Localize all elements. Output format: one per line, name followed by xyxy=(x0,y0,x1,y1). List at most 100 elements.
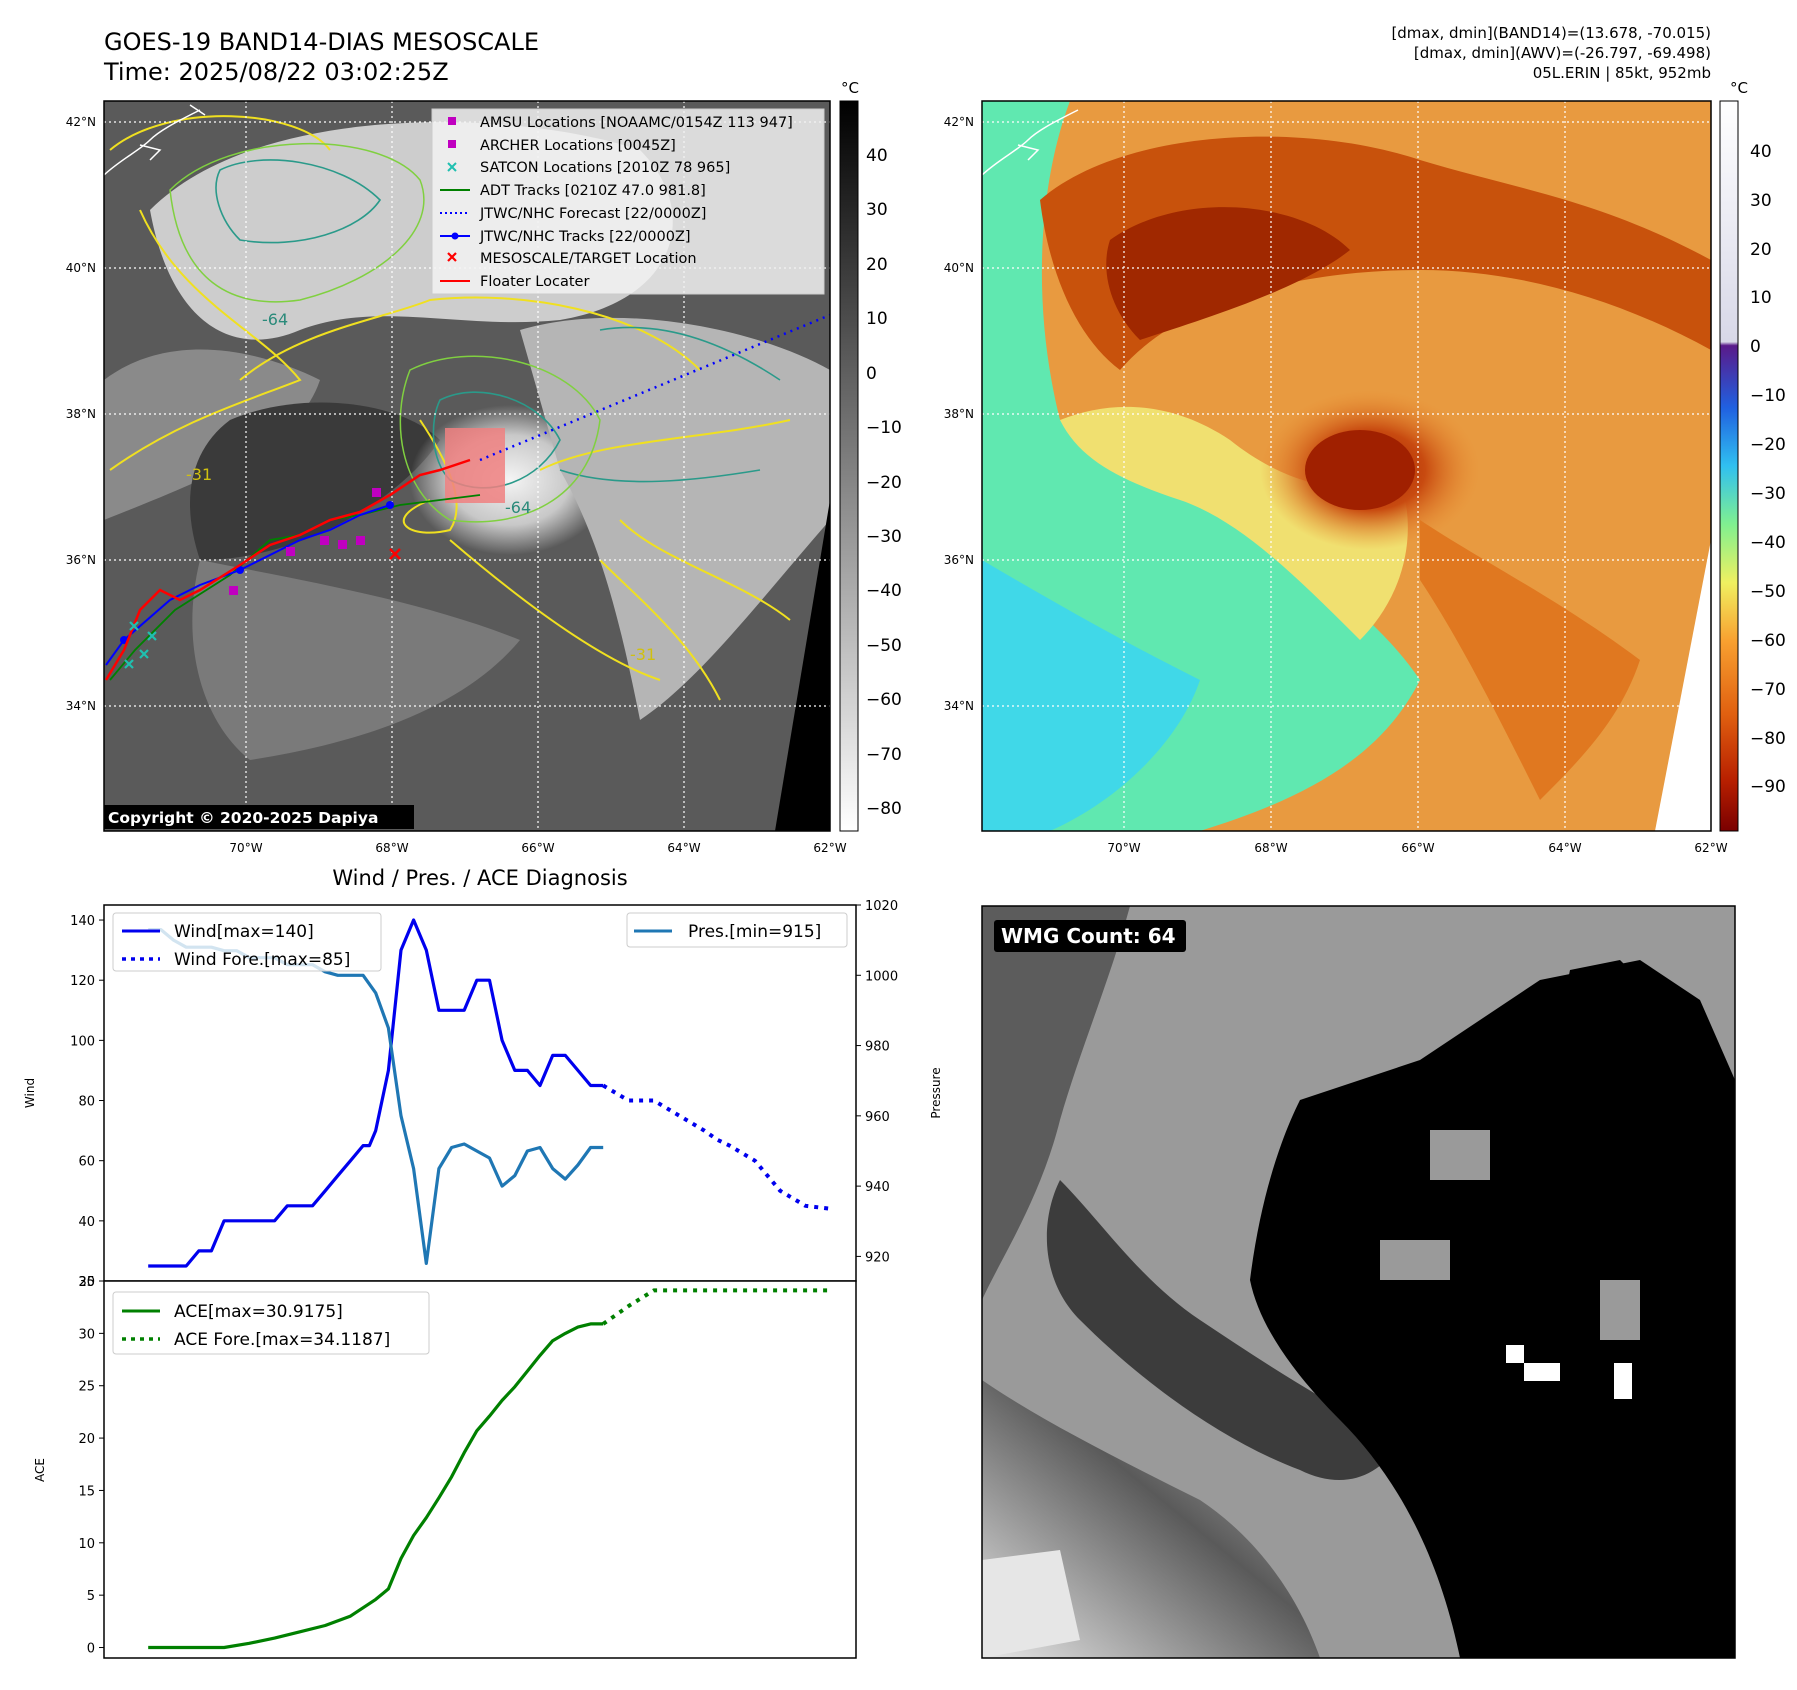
awv-colorbar-tick: 10 xyxy=(1750,288,1772,308)
wmg-gray-block xyxy=(1600,1280,1640,1340)
ir-contour-teal xyxy=(215,159,781,489)
awv-very-dry xyxy=(1106,207,1350,340)
lat-label: 36°N xyxy=(66,553,96,567)
wmg-white-pixel xyxy=(1614,1363,1632,1399)
awv-colorbar-tick: 20 xyxy=(1750,240,1772,260)
floater-locater xyxy=(104,458,471,681)
legend-pressure: Pres.[min=915] xyxy=(688,922,821,942)
awv-no-data xyxy=(1655,540,1711,831)
legend-ace-forecast: ACE Fore.[max=34.1187] xyxy=(174,1330,390,1350)
awv-colorbar-tick: 30 xyxy=(1750,191,1772,211)
legend-ace: ACE[max=30.9175] xyxy=(174,1302,343,1322)
ace-tick-label: 0 xyxy=(87,1642,95,1657)
wind-axis-ticks: 20 40 60 80 100 120 140 xyxy=(70,914,104,1290)
ace-tick-label: 15 xyxy=(78,1484,95,1499)
contour-label: -64 xyxy=(262,310,288,329)
awv-colorbar-unit: °C xyxy=(1730,79,1748,97)
wmg-gray-block xyxy=(1380,1240,1450,1280)
info-awv: [dmax, dmin](AWV)=(-26.797, -69.498) xyxy=(1414,44,1711,62)
lat-label: 34°N xyxy=(66,699,96,713)
coastline xyxy=(104,104,206,176)
ace-tick-label: 5 xyxy=(87,1589,95,1604)
awv-colorbar-tick: −10 xyxy=(1750,386,1786,406)
lon-label: 66°W xyxy=(1401,841,1434,855)
ir-colorbar-tick: 10 xyxy=(866,309,888,329)
awv-colorbar-tick: −60 xyxy=(1750,631,1786,651)
ir-contour-green xyxy=(169,143,601,523)
lat-label: 40°N xyxy=(944,261,974,275)
awv-lon-labels: 70°W 68°W 66°W 64°W 62°W xyxy=(1107,841,1727,855)
wmg-dark-band xyxy=(1046,1180,1400,1480)
wind-legend: Wind[max=140] Wind Fore.[max=85] xyxy=(112,912,382,972)
ir-lon-labels: 70°W 68°W 66°W 64°W 62°W xyxy=(229,841,846,855)
wmg-black-eye-region xyxy=(1250,960,1735,1658)
ir-contour-yellow xyxy=(109,115,791,701)
ace-tick-label: 10 xyxy=(78,1537,95,1552)
wmg-light-corner xyxy=(982,1550,1080,1658)
wind-tick-label: 20 xyxy=(78,1275,95,1290)
amsu-markers xyxy=(229,488,381,595)
awv-colorbar-tick: −30 xyxy=(1750,484,1786,504)
contour-label: -64 xyxy=(505,498,531,517)
ir-colorbar-ticks: 40 30 20 10 0 −10 −20 −30 −40 −50 −60 −7… xyxy=(866,146,902,819)
ir-colorbar-tick: −50 xyxy=(866,636,902,656)
pressure-tick-label: 1000 xyxy=(865,969,898,984)
ace-legend: ACE[max=30.9175] ACE Fore.[max=34.1187] xyxy=(112,1291,430,1355)
ir-legend: AMSU Locations [NOAAMC/0154Z 113 947] AR… xyxy=(431,108,825,295)
ace-chart-series-1 xyxy=(602,1288,831,1326)
legend-label-mesoscale: MESOSCALE/TARGET Location xyxy=(480,251,697,267)
lon-label: 62°W xyxy=(1694,841,1727,855)
ace-tick-label: 35 xyxy=(78,1275,95,1290)
jtwc-track xyxy=(105,504,391,666)
ir-no-data xyxy=(775,500,830,831)
wmg-white-pixel xyxy=(1524,1363,1560,1381)
wmg-frame xyxy=(981,905,1736,1659)
awv-colorbar-tick: −20 xyxy=(1750,435,1786,455)
wind-tick-label: 100 xyxy=(70,1034,95,1049)
lon-label: 64°W xyxy=(1548,841,1581,855)
awv-south-band xyxy=(1420,520,1640,800)
ace-tick-label: 25 xyxy=(78,1380,95,1395)
info-band14: [dmax, dmin](BAND14)=(13.678, -70.015) xyxy=(1391,24,1711,42)
lon-label: 66°W xyxy=(521,841,554,855)
awv-colorbar-tick: 40 xyxy=(1750,142,1772,162)
awv-colorbar xyxy=(1719,100,1739,832)
ir-colorbar-tick: −80 xyxy=(866,799,902,819)
ir-colorbar-unit: °C xyxy=(841,79,859,97)
legend-label-adt: ADT Tracks [0210Z 47.0 981.8] xyxy=(480,183,706,199)
ir-colorbar-tick: −10 xyxy=(866,418,902,438)
wind-chart-series-1 xyxy=(602,1083,831,1211)
ir-map-frame xyxy=(103,100,831,832)
lon-label: 64°W xyxy=(667,841,700,855)
awv-map-panel: °C 40 30 20 10 0 −10 −20 −30 −40 −50 −60… xyxy=(944,79,1786,855)
awv-colorbar-tick: −80 xyxy=(1750,729,1786,749)
wmg-panel: WMG Count: 64 xyxy=(981,905,1736,1659)
awv-colorbar-tick: −70 xyxy=(1750,680,1786,700)
pressure-tick-label: 920 xyxy=(865,1250,890,1265)
pressure-tick-label: 1020 xyxy=(865,899,898,914)
ir-colorbar-tick: 0 xyxy=(866,364,877,384)
ir-colorbar-tick: −40 xyxy=(866,581,902,601)
awv-lat-labels: 42°N 40°N 38°N 36°N 34°N xyxy=(944,115,974,713)
lon-label: 70°W xyxy=(1107,841,1140,855)
ace-series-group xyxy=(148,1288,831,1650)
legend-label-jtwc-forecast: JTWC/NHC Forecast [22/0000Z] xyxy=(479,206,706,222)
legend-label-jtwc-tracks: JTWC/NHC Tracks [22/0000Z] xyxy=(479,229,691,245)
lat-label: 40°N xyxy=(66,261,96,275)
lon-label: 62°W xyxy=(813,841,846,855)
awv-colorbar-tick: −40 xyxy=(1750,533,1786,553)
legend-label-floater: Floater Locater xyxy=(480,274,589,290)
mesoscale-target-marker xyxy=(389,548,401,560)
diagnosis-title: Wind / Pres. / ACE Diagnosis xyxy=(332,866,627,890)
ace-tick-label: 30 xyxy=(78,1327,95,1342)
contour-label: -31 xyxy=(630,645,656,664)
legend-wind: Wind[max=140] xyxy=(174,922,314,942)
jtwc-track-point xyxy=(236,566,244,574)
awv-colorbar-ticks: 40 30 20 10 0 −10 −20 −30 −40 −50 −60 −7… xyxy=(1750,142,1786,797)
wmg-dark-band-nw xyxy=(982,906,1130,1300)
awv-dry-arc xyxy=(1040,136,1711,370)
lat-label: 34°N xyxy=(944,699,974,713)
awv-colorbar-tick: −90 xyxy=(1750,777,1786,797)
ir-colorbar-tick: −70 xyxy=(866,745,902,765)
ir-colorbar-tick: 30 xyxy=(866,200,888,220)
